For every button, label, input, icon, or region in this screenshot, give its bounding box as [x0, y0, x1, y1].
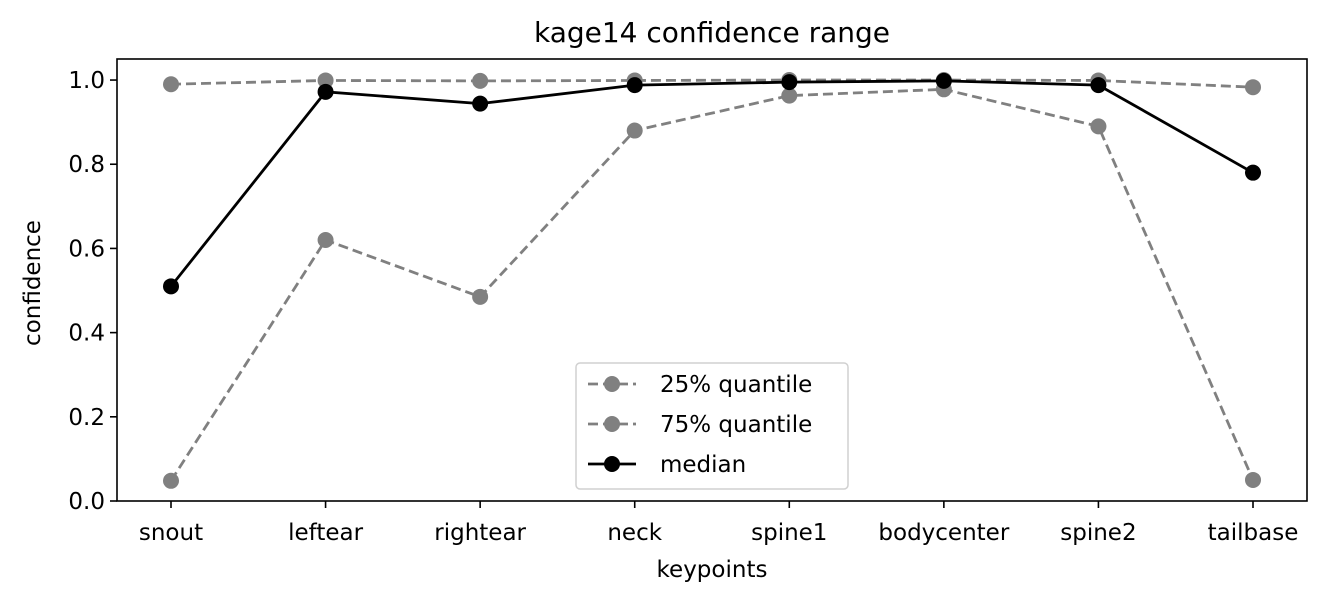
- x-tick-label: tailbase: [1208, 520, 1299, 546]
- series-point: [317, 72, 334, 89]
- x-tick-label: leftear: [288, 520, 363, 546]
- series-point: [626, 122, 643, 139]
- series-point: [472, 288, 489, 305]
- legend-marker: [604, 416, 620, 432]
- y-axis-title: confidence: [20, 220, 46, 346]
- series-point: [163, 278, 179, 295]
- series-line: [169, 87, 1255, 482]
- x-tick-label: bodycenter: [878, 520, 1009, 546]
- series-point: [1090, 118, 1107, 135]
- series-point: [472, 72, 489, 89]
- x-tick-label: spine2: [1060, 520, 1136, 546]
- y-tick-label: 0.6: [68, 236, 105, 262]
- series-point: [781, 74, 798, 91]
- legend-label: median: [660, 452, 746, 478]
- x-tick-label: rightear: [434, 520, 526, 546]
- series-line: [169, 79, 1254, 288]
- y-tick-label: 0.4: [68, 321, 105, 347]
- series-point: [163, 472, 179, 489]
- plot-area: [163, 72, 1261, 489]
- x-tick-label: spine1: [751, 520, 827, 546]
- legend: 25% quantile 75% quantile median: [575, 362, 849, 490]
- chart-title: kage14 confidence range: [534, 16, 890, 49]
- series-point: [1245, 164, 1261, 181]
- y-tick-label: 1.0: [68, 68, 105, 94]
- series-point: [626, 77, 643, 94]
- legend-marker: [604, 376, 620, 392]
- series-point: [935, 72, 952, 89]
- series-point: [781, 87, 798, 104]
- legend-marker: [604, 456, 620, 472]
- series-point: [472, 95, 489, 112]
- series-point: [317, 83, 334, 100]
- legend-box: [575, 362, 849, 490]
- series-point: [163, 76, 179, 93]
- series-point: [317, 232, 334, 249]
- series-point: [1245, 471, 1261, 488]
- x-axis-title: keypoints: [657, 557, 768, 583]
- series-line: [170, 78, 1254, 89]
- series-point: [1090, 77, 1107, 94]
- x-tick-label: snout: [139, 520, 203, 546]
- legend-label: 25% quantile: [660, 372, 812, 398]
- x-tick-label: neck: [607, 520, 662, 546]
- y-tick-label: 0.0: [68, 489, 105, 515]
- legend-label: 75% quantile: [660, 412, 812, 438]
- plot-frame: [116, 58, 1308, 502]
- axes: snout leftear rightear neck spine1 bodycenter…: [68, 68, 1298, 546]
- y-tick-label: 0.8: [68, 152, 105, 178]
- series-point: [1245, 79, 1261, 96]
- y-tick-label: 0.2: [68, 405, 105, 431]
